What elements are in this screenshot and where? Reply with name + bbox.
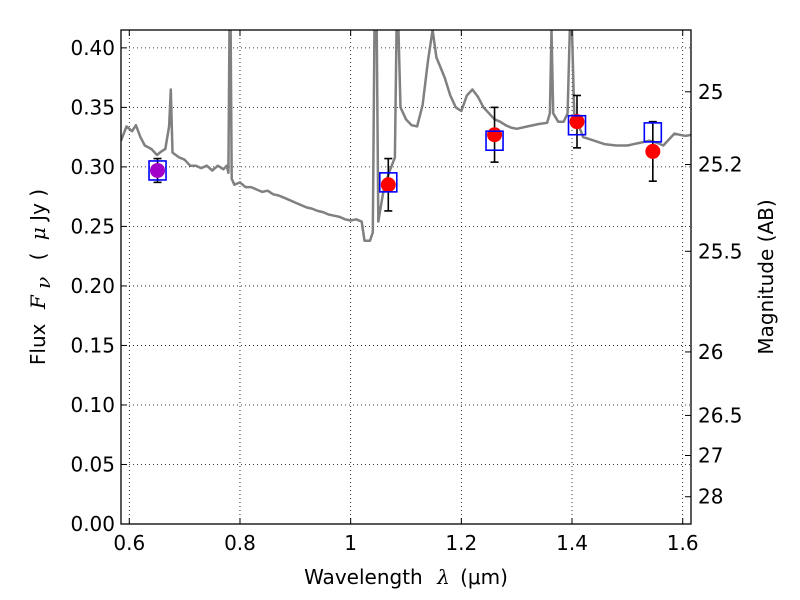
model-point <box>643 122 663 143</box>
x-tick-label: 1.4 <box>556 531 588 555</box>
x-tick-label: 1.2 <box>445 531 477 555</box>
y-tick-label: 0.40 <box>70 36 115 60</box>
plot-background <box>121 30 691 524</box>
spectrum-line <box>121 30 691 242</box>
y-tick-label: 0.15 <box>70 333 115 357</box>
y-axis-label-prefix: Flux <box>26 323 50 365</box>
y-axis-label-mu: μ <box>26 227 50 240</box>
x-axis-label-symbol: λ <box>436 565 450 589</box>
x-tick-label: 1 <box>344 531 357 555</box>
x-axis-label-unit: (μm) <box>460 565 508 589</box>
y-tick-label: 0.00 <box>70 512 115 536</box>
x-axis-label-prefix: Wavelength <box>304 565 423 589</box>
y-tick-label: 0.20 <box>70 274 115 298</box>
y-axis-label: Flux F ν ( μ Jy ) <box>26 189 55 365</box>
x-ticks: 0.6 0.8 1 1.2 1.4 1.6 <box>113 30 699 555</box>
data-point <box>380 177 396 193</box>
right-tick-label: 25.2 <box>698 152 743 176</box>
right-tick-label: 26.5 <box>698 403 743 427</box>
y-tick-label: 0.35 <box>70 95 115 119</box>
x-tick-label: 0.8 <box>224 531 256 555</box>
model-point <box>485 130 504 152</box>
y-axis-label-rest: Jy ) <box>26 189 50 223</box>
plot-area <box>121 30 691 242</box>
data-point <box>569 114 585 130</box>
right-tick-label: 25 <box>698 80 723 104</box>
data-point <box>150 162 166 178</box>
model-point <box>567 114 587 136</box>
x-axis-label: Wavelength λ (μm) <box>304 565 508 589</box>
model-point <box>148 160 167 181</box>
right-tick-label: 25.5 <box>698 239 743 263</box>
data-point <box>645 143 661 159</box>
model-point <box>378 172 398 193</box>
right-axis-label: Magnitude (AB) <box>754 199 778 354</box>
y-axis-label-subscript: ν <box>31 277 55 289</box>
right-tick-label: 27 <box>698 443 723 467</box>
y-ticks: 0.00 0.05 0.10 0.15 0.20 0.25 0.30 0.35 0.40 <box>70 36 127 536</box>
y-tick-label: 0.10 <box>70 393 115 417</box>
y-tick-label: 0.05 <box>70 452 115 476</box>
model-markers <box>148 114 663 193</box>
y-axis-label-open: ( <box>26 253 50 261</box>
right-tick-label: 26 <box>698 340 723 364</box>
data-point <box>487 127 503 143</box>
y-tick-label: 0.30 <box>70 155 115 179</box>
right-tick-label: 28 <box>698 485 723 509</box>
y-axis-label-symbol: F <box>26 294 50 310</box>
plot-frame <box>120 29 692 525</box>
x-tick-label: 0.6 <box>113 531 145 555</box>
x-tick-label: 1.6 <box>667 531 699 555</box>
right-ticks: 25 25.2 25.5 26 26.5 27 28 <box>685 80 743 509</box>
y-tick-label: 0.25 <box>70 214 115 238</box>
